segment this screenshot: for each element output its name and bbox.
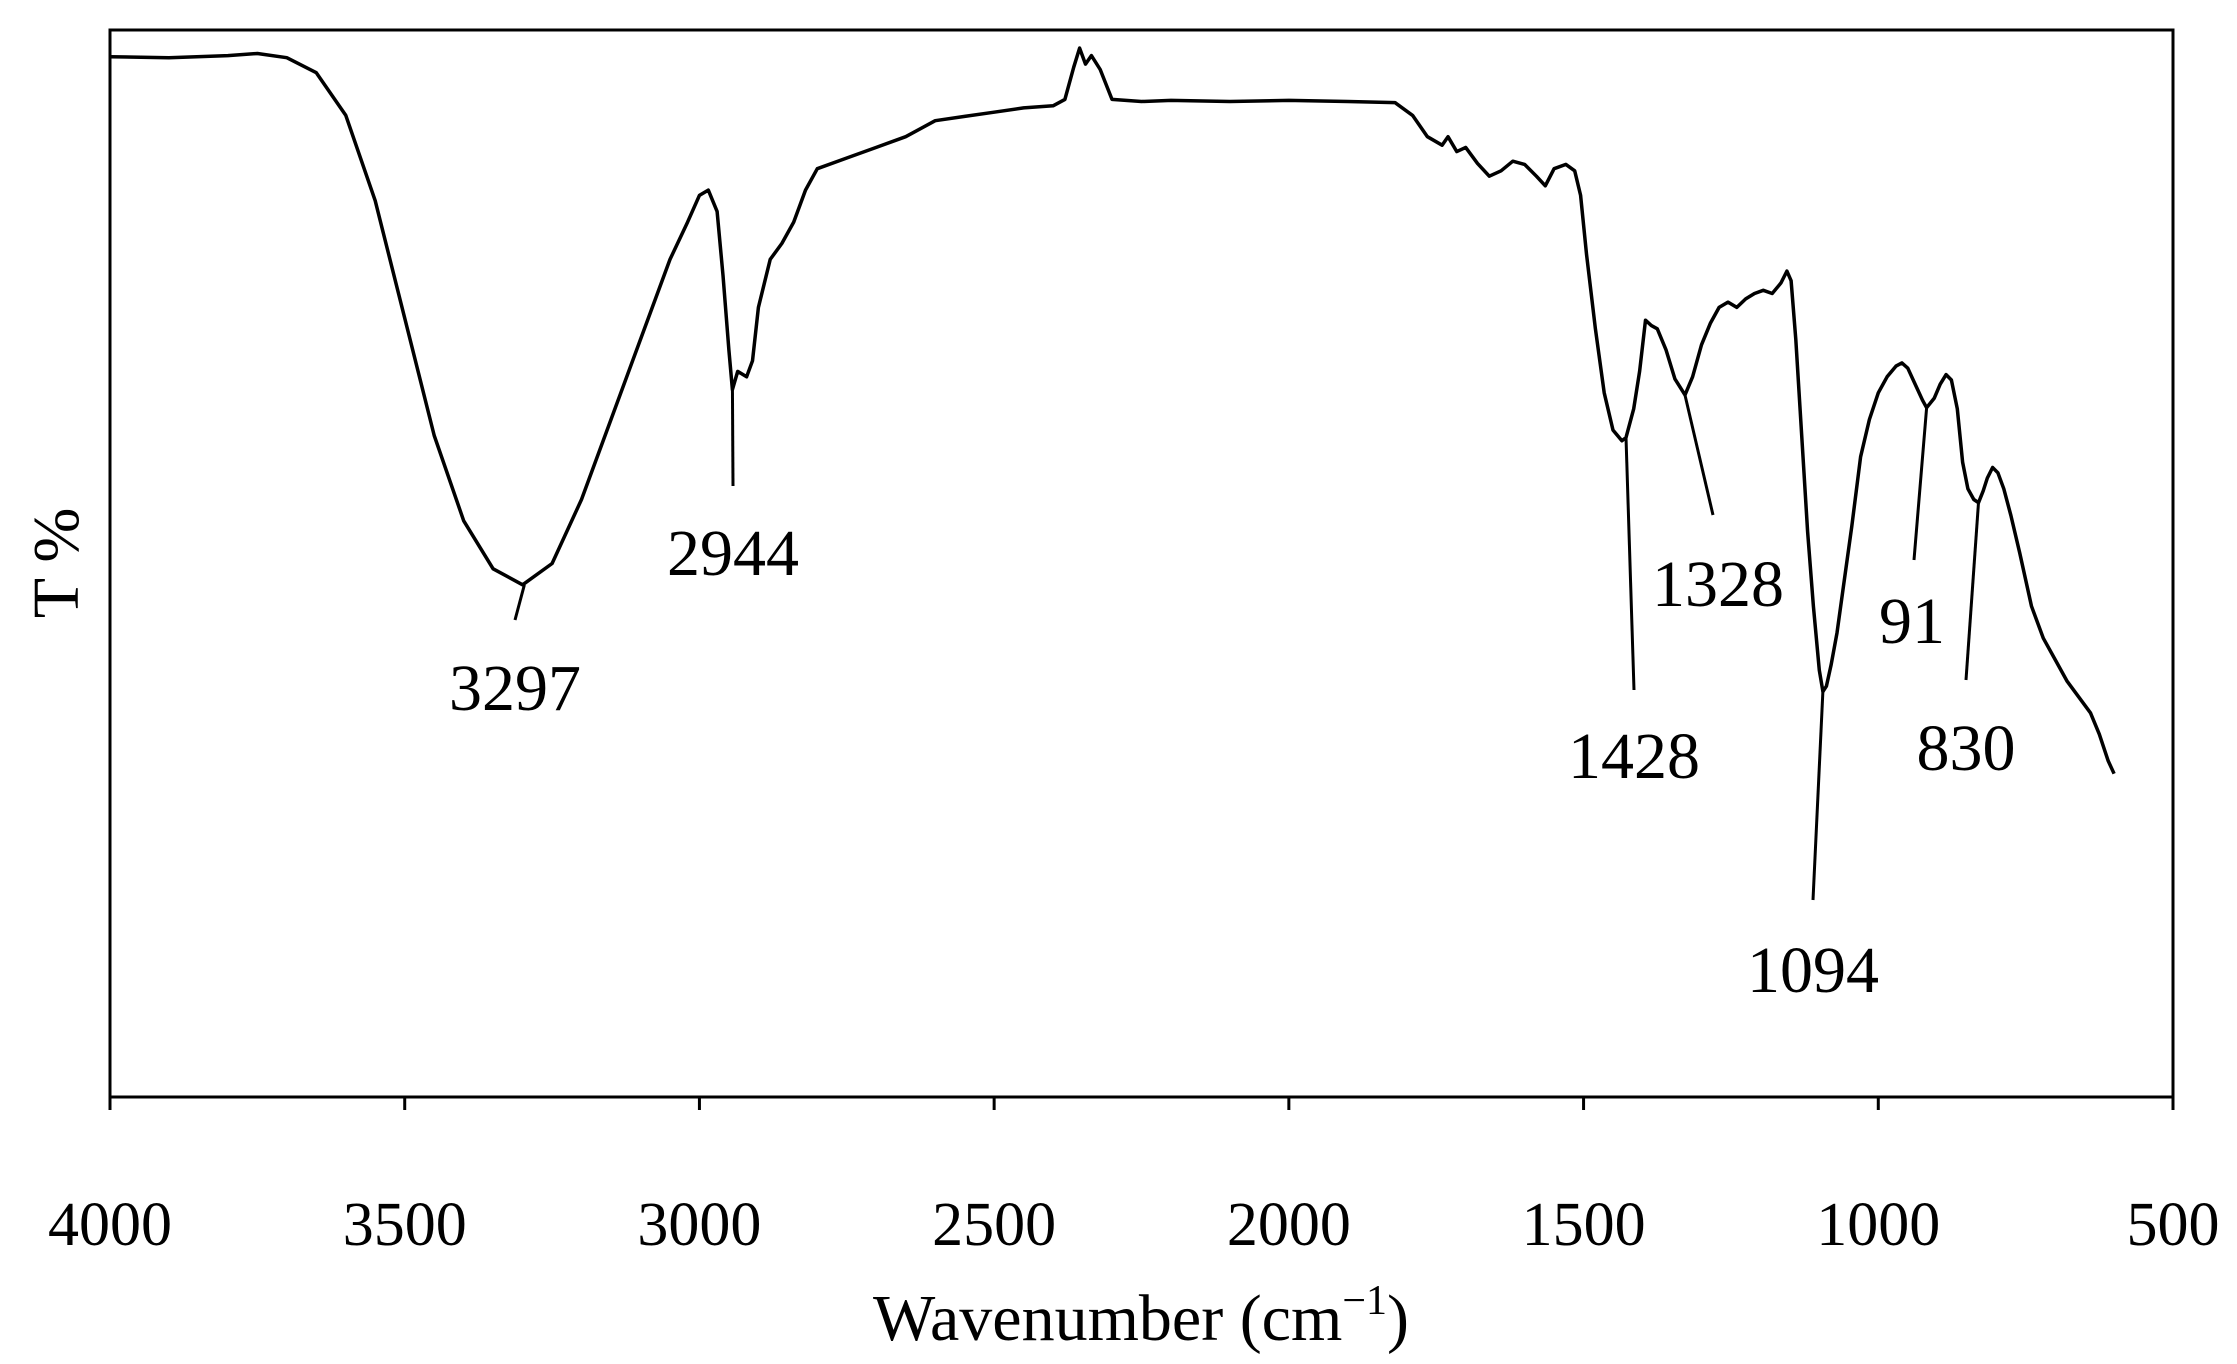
x-axis-title-close: ) bbox=[1387, 1282, 1409, 1355]
spectrum-line bbox=[109, 46, 2116, 775]
x-tick-label: 1500 bbox=[1522, 1191, 1646, 1259]
x-tick-label: 3000 bbox=[637, 1191, 761, 1259]
peak-label: 830 bbox=[1917, 712, 2016, 785]
x-axis-ticks bbox=[108, 1097, 2175, 1110]
x-tick-label: 4000 bbox=[48, 1191, 172, 1259]
peak-label: 1428 bbox=[1568, 720, 1700, 793]
peak-label: 91 bbox=[1879, 585, 1945, 658]
peak-leader-line bbox=[730, 389, 735, 487]
peak-label: 2944 bbox=[667, 517, 799, 590]
x-axis-title-superscript: −1 bbox=[1342, 1278, 1387, 1324]
y-axis-title: T % bbox=[20, 508, 93, 619]
peak-leader-line bbox=[1811, 691, 1825, 901]
x-tick-label: 1000 bbox=[1816, 1191, 1940, 1259]
peak-label: 3297 bbox=[449, 652, 581, 725]
x-tick-label: 500 bbox=[2127, 1191, 2220, 1259]
x-tick-label: 2000 bbox=[1227, 1191, 1351, 1259]
peak-label: 1094 bbox=[1747, 934, 1879, 1007]
plot-area-frame bbox=[108, 28, 2175, 1099]
peak-leader-line bbox=[513, 584, 526, 621]
x-axis-title-text: Wavenumber (cm bbox=[873, 1282, 1342, 1355]
peak-leader-line bbox=[1912, 407, 1929, 561]
peak-annotations: 3297 2944 1428 1328 1094 91 830 bbox=[449, 389, 2016, 1007]
x-axis-title: Wavenumber (cm−1) bbox=[873, 1278, 1409, 1355]
peak-leader-line bbox=[1624, 437, 1636, 691]
peak-label: 1328 bbox=[1652, 548, 1784, 621]
peak-leader-line bbox=[1683, 394, 1715, 516]
x-tick-label: 3500 bbox=[343, 1191, 467, 1259]
x-axis-tick-labels: 4000 3500 3000 2500 2000 1500 1000 500 bbox=[48, 1191, 2220, 1259]
x-tick-label: 2500 bbox=[932, 1191, 1056, 1259]
peak-leader-line bbox=[1964, 502, 1980, 681]
